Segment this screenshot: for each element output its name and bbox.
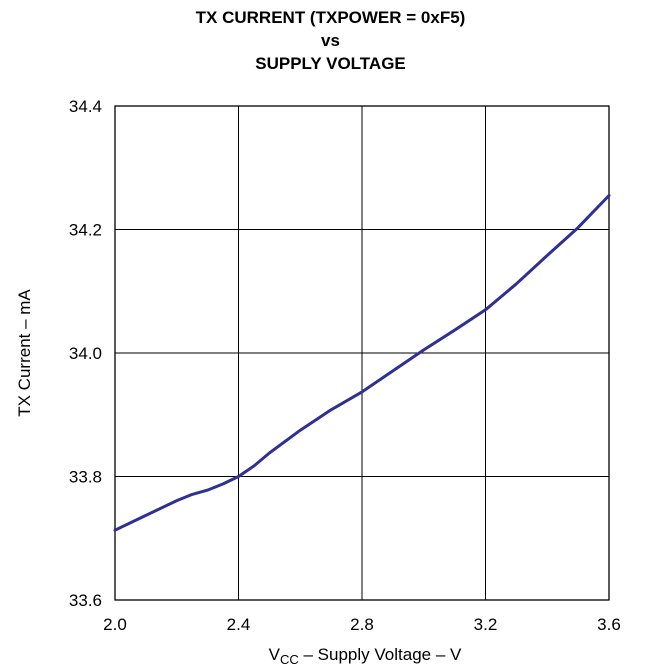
y-axis-label: TX Current – mA <box>15 289 34 417</box>
x-axis-label-suffix: – Supply Voltage – V <box>299 645 462 664</box>
x-tick-label: 2.8 <box>350 615 374 634</box>
x-tick-label: 2.4 <box>227 615 251 634</box>
y-tick-label: 34.0 <box>69 344 102 363</box>
x-tick-labels: 2.0 2.4 2.8 3.2 3.6 <box>103 615 621 634</box>
y-tick-label: 33.8 <box>69 468 102 487</box>
y-tick-labels: 33.6 33.8 34.0 34.2 34.4 <box>69 97 102 610</box>
y-tick-label: 34.4 <box>69 97 102 116</box>
chart-title-line-1: TX CURRENT (TXPOWER = 0xF5) <box>195 8 466 27</box>
plot-frame <box>114 105 610 601</box>
x-tick-label: 3.2 <box>474 615 498 634</box>
y-tick-label: 33.6 <box>69 591 102 610</box>
y-tick-label: 34.2 <box>69 221 102 240</box>
x-tick-label: 3.6 <box>597 615 621 634</box>
chart-title-line-3: SUPPLY VOLTAGE <box>255 54 406 73</box>
series-line <box>113 194 611 532</box>
chart-title-line-2: vs <box>321 31 340 50</box>
x-axis-label-subscript: CC <box>280 652 299 667</box>
x-axis-label: VCC – Supply Voltage – V <box>269 645 462 667</box>
x-tick-label: 2.0 <box>103 615 127 634</box>
grid <box>115 106 609 600</box>
x-axis-label-prefix: V <box>269 645 281 664</box>
